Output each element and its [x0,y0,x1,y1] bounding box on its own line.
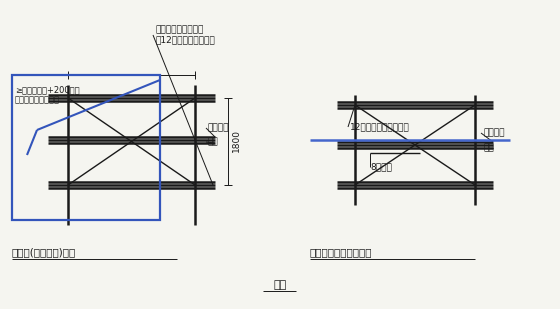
Text: 钢管: 钢管 [483,143,494,153]
Text: 阳台或落地窗洞口防护: 阳台或落地窗洞口防护 [310,247,372,257]
Text: 据穿墙螺栓位置调节: 据穿墙螺栓位置调节 [15,95,60,104]
Text: 1800: 1800 [232,129,241,153]
Text: 安全绿网: 安全绿网 [483,129,505,138]
Text: 立杆通过穿墙螺杆洞: 立杆通过穿墙螺杆洞 [155,26,203,35]
Text: 8厚钢板: 8厚钢板 [370,163,392,171]
Text: 12号膨胀螺丝楼板固定: 12号膨胀螺丝楼板固定 [350,122,410,132]
Text: 图四: 图四 [273,280,287,290]
Text: 窗洞口(室内临边)防护: 窗洞口(室内临边)防护 [12,247,76,257]
Text: 用12号铁丝固定于墙体: 用12号铁丝固定于墙体 [155,36,214,44]
Text: 安全绿网: 安全绿网 [208,124,230,133]
Text: ≥窗洞口尺寸+200，根: ≥窗洞口尺寸+200，根 [15,86,80,95]
Bar [12,75,160,220]
Text: 钢管: 钢管 [208,138,219,146]
